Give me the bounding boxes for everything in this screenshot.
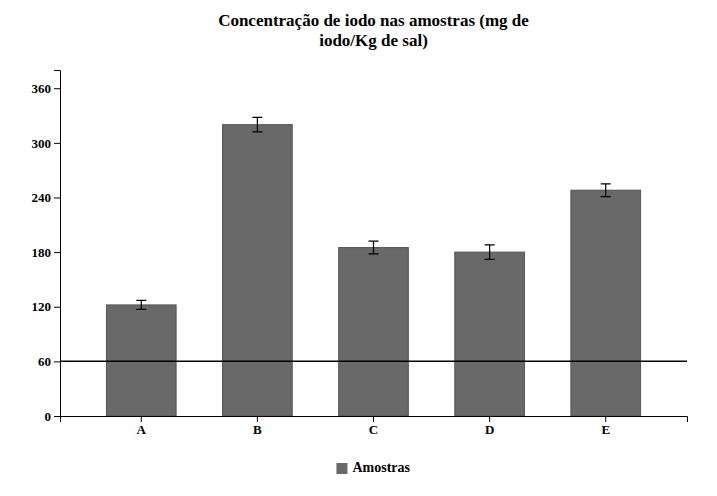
y-tick-label: 0: [45, 409, 52, 424]
y-tick: 300: [32, 136, 61, 151]
x-tick-mark: [373, 416, 374, 422]
x-tick-label: E: [601, 422, 610, 437]
x-tick: E: [601, 416, 610, 437]
legend-label: Amostras: [352, 460, 410, 475]
legend: Amostras: [336, 460, 410, 475]
legend-item: Amostras: [336, 460, 410, 475]
y-tick: 180: [32, 245, 61, 260]
error-bar: [369, 241, 379, 254]
plot-area: 0 60 120 180 240 300 360 A B C D E: [32, 71, 688, 438]
x-tick: C: [369, 416, 378, 437]
x-tick-mark: [605, 416, 606, 422]
y-tick: 240: [32, 190, 61, 205]
y-tick-label: 300: [32, 136, 52, 151]
marks: [60, 117, 687, 416]
x-tick: B: [253, 416, 262, 437]
y-tick-label: 240: [32, 190, 52, 205]
bar: [223, 125, 293, 416]
x-tick-mark: [141, 416, 142, 422]
y-tick: 120: [32, 299, 61, 314]
x-tick-label: B: [253, 422, 262, 437]
chart: 0 60 120 180 240 300 360 A B C D E Concentração de i…: [0, 0, 717, 496]
title-line: iodo/Kg de sal): [319, 31, 428, 50]
y-tick-mark: [54, 143, 60, 144]
x-tick: A: [137, 416, 147, 437]
x-tick-mark: [489, 416, 490, 422]
y-tick-mark: [54, 361, 60, 362]
y-tick-mark: [54, 88, 60, 89]
error-bar: [252, 117, 262, 132]
x-tick: D: [485, 416, 494, 437]
x-tick-mark: [257, 416, 258, 422]
title: Concentração de iodo nas amostras (mg de…: [218, 11, 529, 50]
error-bar: [485, 245, 495, 260]
bar: [455, 252, 525, 416]
x-tick-label: C: [369, 422, 378, 437]
bar: [571, 190, 641, 416]
x-tick-label: D: [485, 422, 494, 437]
bar: [106, 305, 176, 416]
error-bar: [601, 184, 611, 197]
error-bars: [136, 117, 610, 309]
y-tick-mark: [54, 252, 60, 253]
reference-line: [60, 361, 687, 363]
title-line: Concentração de iodo nas amostras (mg de: [218, 11, 529, 30]
y-tick-mark: [54, 307, 60, 308]
y-tick: 360: [32, 81, 61, 96]
y-tick: 0: [45, 409, 61, 424]
error-bar: [136, 300, 146, 309]
y-axis-line: [54, 71, 61, 417]
bars: [106, 125, 640, 416]
y-axis: 0 60 120 180 240 300 360: [32, 71, 61, 424]
y-tick-mark: [54, 416, 60, 417]
x-axis: A B C D E: [61, 416, 688, 437]
y-tick: 60: [38, 354, 60, 369]
y-tick-label: 360: [32, 81, 52, 96]
x-tick-label: A: [137, 422, 147, 437]
bar: [339, 248, 409, 416]
x-axis-line: [61, 417, 688, 423]
legend-swatch: [336, 463, 347, 474]
y-tick-label: 60: [38, 354, 51, 369]
y-tick-label: 120: [32, 299, 52, 314]
y-tick-mark: [54, 197, 60, 198]
y-tick-label: 180: [32, 245, 52, 260]
